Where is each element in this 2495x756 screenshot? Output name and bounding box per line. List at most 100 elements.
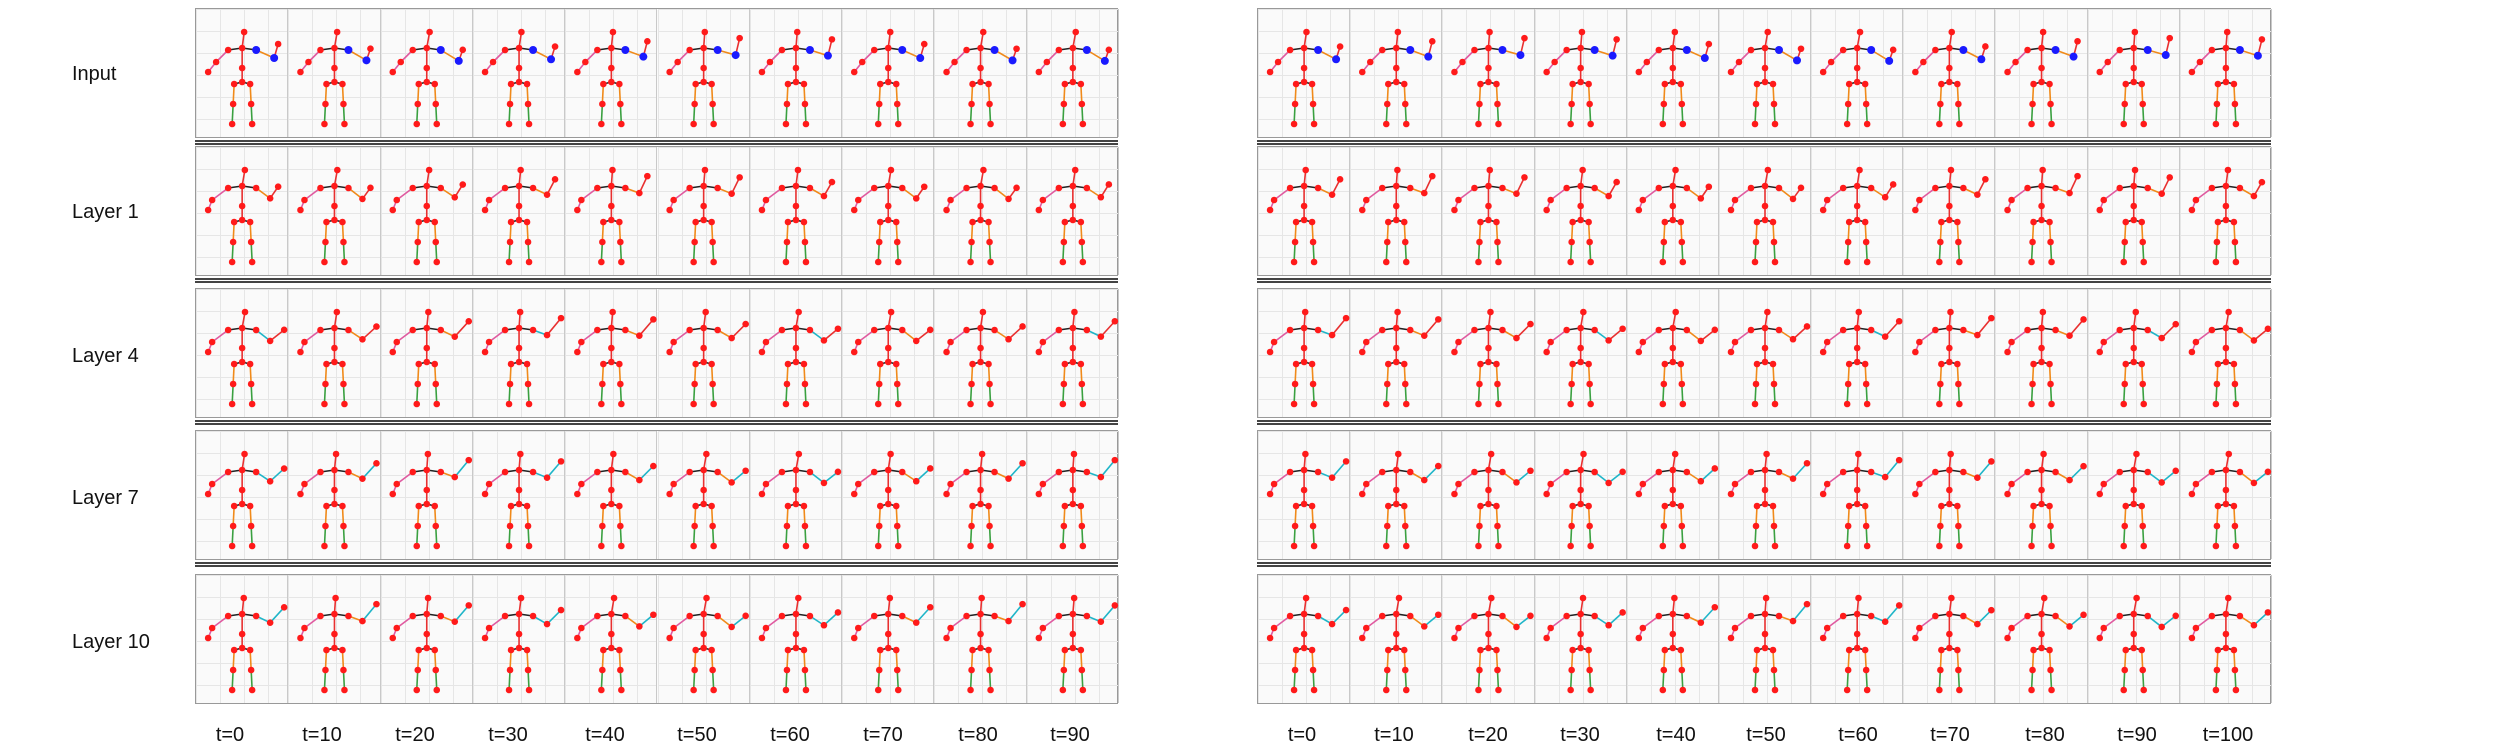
skeleton-pose <box>2188 166 2266 266</box>
time-step-label: t=60 <box>1838 724 1878 746</box>
skeleton-frames <box>204 450 1119 550</box>
time-step-label: t=30 <box>1560 724 1600 746</box>
frame-strip <box>1257 146 2272 276</box>
skeleton-pose <box>481 450 565 550</box>
time-step-label: t=20 <box>395 724 435 746</box>
skeleton-pose <box>943 166 1020 266</box>
skeleton-frames <box>204 28 1113 128</box>
skeleton-pose <box>481 308 565 408</box>
skeleton-pose <box>204 450 288 550</box>
skeleton-pose <box>850 166 928 266</box>
skeleton-pose <box>850 28 928 128</box>
skeleton-pose <box>2188 308 2272 408</box>
skeleton-pose <box>1635 28 1713 128</box>
time-step-label: t=90 <box>2117 724 2157 746</box>
skeleton-pose <box>1819 166 1897 266</box>
skeleton-pose <box>1543 308 1626 408</box>
time-step-label: t=70 <box>1930 724 1970 746</box>
row-separator <box>195 140 1118 145</box>
time-step-label: t=80 <box>2025 724 2065 746</box>
skeleton-pose <box>2188 28 2266 128</box>
skeleton-pose <box>1543 166 1620 266</box>
skeleton-pose <box>1266 450 1350 550</box>
skeleton-pose <box>1451 450 1534 550</box>
skeleton-pose <box>1266 166 1344 266</box>
time-step-label: t=40 <box>585 724 625 746</box>
skeleton-pose <box>2096 450 2180 550</box>
skeleton-pose <box>1727 450 1811 550</box>
skeleton-pose <box>2188 594 2272 694</box>
skeleton-pose <box>204 166 282 266</box>
time-step-label: t=40 <box>1656 724 1696 746</box>
skeleton-pose <box>574 166 651 266</box>
skeleton-pose <box>2188 450 2272 550</box>
row-separator <box>1257 278 2271 283</box>
skeleton-pose <box>1635 450 1719 550</box>
row-separator <box>1257 420 2271 425</box>
skeleton-pose <box>1358 308 1442 408</box>
frame-strip <box>1257 430 2272 560</box>
frame-strip <box>1257 574 2272 704</box>
skeleton-pose <box>297 28 374 128</box>
skeleton-pose <box>1912 594 1995 694</box>
time-step-label: t=30 <box>488 724 528 746</box>
skeleton-pose <box>850 594 934 694</box>
row-label-input: Input <box>72 63 117 85</box>
skeleton-pose <box>481 28 559 128</box>
skeleton-pose <box>1266 28 1344 128</box>
skeleton-pose <box>1035 28 1113 128</box>
skeleton-pose <box>758 594 842 694</box>
skeleton-pose <box>1635 594 1719 694</box>
skeleton-pose <box>758 166 836 266</box>
skeleton-pose <box>850 308 934 408</box>
skeleton-pose <box>1358 28 1436 128</box>
skeleton-pose <box>1451 28 1528 128</box>
time-step-label: t=70 <box>863 724 903 746</box>
time-step-label: t=80 <box>958 724 998 746</box>
row-separator <box>1257 140 2271 145</box>
skeleton-pose <box>2004 308 2087 408</box>
frame-strip <box>1257 288 2272 418</box>
skeleton-frames <box>1266 594 2272 694</box>
time-step-label: t=0 <box>215 724 245 746</box>
skeleton-pose <box>204 28 282 128</box>
skeleton-pose <box>1358 166 1436 266</box>
skeleton-pose <box>666 166 743 266</box>
skeleton-pose <box>2004 594 2087 694</box>
skeleton-frames <box>204 166 1113 266</box>
skeleton-pose <box>574 450 657 550</box>
row-separator <box>1257 562 2271 567</box>
time-step-label: t=60 <box>770 724 810 746</box>
time-step-label: t=20 <box>1468 724 1508 746</box>
skeleton-pose <box>2096 28 2174 128</box>
skeleton-frames <box>1266 308 2272 408</box>
skeleton-pose <box>1727 166 1805 266</box>
skeleton-pose <box>1727 28 1805 128</box>
skeleton-pose <box>1451 166 1528 266</box>
skeleton-pose <box>850 450 934 550</box>
skeleton-pose <box>943 28 1020 128</box>
skeleton-pose <box>1727 308 1811 408</box>
skeleton-pose <box>574 28 651 128</box>
skeleton-pose <box>204 594 288 694</box>
skeleton-pose <box>389 28 467 128</box>
skeleton-pose <box>389 450 473 550</box>
time-step-label: t=10 <box>1374 724 1414 746</box>
skeleton-pose <box>1035 308 1119 408</box>
row-separator <box>195 420 1118 425</box>
skeleton-pose <box>574 308 657 408</box>
skeleton-pose <box>2004 450 2087 550</box>
skeleton-pose <box>666 28 743 128</box>
skeleton-pose <box>1819 308 1903 408</box>
skeleton-pose <box>1035 166 1113 266</box>
skeleton-frames <box>1266 28 2266 128</box>
skeleton-pose <box>1635 308 1719 408</box>
skeleton-pose <box>1035 450 1119 550</box>
skeleton-pose <box>1035 594 1119 694</box>
skeleton-pose <box>1266 594 1350 694</box>
row-separator <box>195 562 1118 567</box>
skeleton-pose <box>1358 594 1442 694</box>
skeleton-pose <box>1819 450 1903 550</box>
skeleton-pose <box>1543 594 1626 694</box>
